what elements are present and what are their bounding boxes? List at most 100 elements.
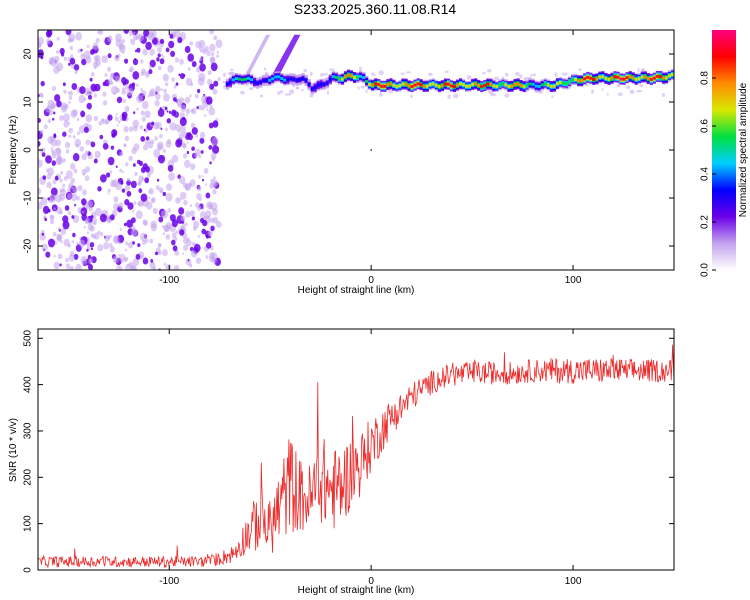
noise-speckle xyxy=(86,248,89,252)
noise-speckle xyxy=(107,114,113,121)
noise-speckle xyxy=(159,134,163,139)
ridge-cell xyxy=(243,77,248,81)
noise-speckle xyxy=(95,207,102,217)
noise-speckle xyxy=(67,211,72,216)
noise-speckle xyxy=(144,110,151,118)
noise-speckle xyxy=(107,66,111,72)
noise-speckle xyxy=(83,126,89,133)
noise-speckle xyxy=(172,245,178,252)
noise-speckle xyxy=(142,257,149,265)
noise-speckle xyxy=(106,172,111,178)
noise-speckle xyxy=(71,215,75,219)
noise-speckle xyxy=(144,127,149,133)
noise-speckle xyxy=(300,89,304,92)
noise-speckle xyxy=(43,124,48,130)
noise-speckle xyxy=(116,124,119,127)
noise-speckle xyxy=(136,107,139,111)
ridge-cell xyxy=(671,73,674,76)
noise-speckle xyxy=(210,179,213,182)
y-tick-label: 500 xyxy=(23,329,34,346)
ridge-cell xyxy=(474,82,478,86)
noise-speckle xyxy=(196,193,202,200)
noise-speckle xyxy=(138,188,143,194)
noise-speckle xyxy=(107,156,115,166)
noise-speckle xyxy=(38,187,42,195)
noise-speckle xyxy=(63,238,70,247)
noise-speckle xyxy=(165,234,171,240)
noise-speckle xyxy=(151,121,155,126)
noise-speckle xyxy=(212,182,217,189)
noise-speckle xyxy=(70,54,74,59)
ridge-cell xyxy=(298,78,302,82)
noise-speckle xyxy=(60,171,64,175)
noise-speckle xyxy=(264,71,268,76)
ridge-cell xyxy=(486,82,490,86)
noise-speckle xyxy=(212,189,217,195)
noise-speckle xyxy=(67,121,71,125)
ridge-cell xyxy=(359,74,363,78)
noise-speckle xyxy=(85,217,90,224)
noise-speckle xyxy=(119,151,124,157)
noise-speckle xyxy=(89,242,95,248)
noise-speckle xyxy=(133,32,136,35)
noise-speckle xyxy=(209,161,212,165)
noise-speckle xyxy=(58,158,61,163)
ridge-cell xyxy=(437,85,442,89)
noise-speckle xyxy=(210,217,215,223)
noise-speckle xyxy=(115,181,123,191)
noise-speckle xyxy=(180,191,187,200)
ridge-cell xyxy=(380,84,384,88)
noise-speckle xyxy=(146,136,150,141)
ridge-cell xyxy=(489,82,493,86)
noise-speckle xyxy=(91,72,95,77)
noise-speckle xyxy=(63,56,68,61)
noise-speckle xyxy=(183,244,189,251)
noise-speckle xyxy=(213,176,216,180)
noise-speckle xyxy=(92,61,99,68)
noise-speckle xyxy=(183,237,189,244)
noise-speckle xyxy=(183,199,188,206)
ridge-cell xyxy=(552,84,557,88)
noise-speckle xyxy=(84,175,90,182)
noise-speckle xyxy=(45,106,50,113)
noise-speckle xyxy=(171,239,176,246)
noise-speckle xyxy=(179,198,182,201)
noise-speckle xyxy=(123,126,129,133)
noise-speckle xyxy=(71,193,78,202)
noise-speckle xyxy=(199,211,207,219)
noise-speckle xyxy=(117,53,121,58)
ridge-cell xyxy=(337,77,342,81)
noise-speckle xyxy=(143,30,150,37)
noise-speckle xyxy=(48,238,55,248)
noise-speckle xyxy=(184,45,191,54)
noise-speckle xyxy=(217,77,221,82)
ridge-cell xyxy=(628,75,632,79)
ridge-cell xyxy=(462,83,466,87)
noise-speckle xyxy=(145,166,150,173)
noise-speckle xyxy=(191,241,196,247)
ridge-cell xyxy=(522,85,526,89)
noise-speckle xyxy=(124,135,130,142)
noise-speckle xyxy=(132,258,140,266)
noise-speckle xyxy=(75,32,83,41)
ridge-cell xyxy=(256,81,260,85)
noise-speckle xyxy=(139,125,143,130)
ridge-cell xyxy=(398,84,402,88)
noise-speckle xyxy=(154,100,160,107)
noise-speckle xyxy=(357,86,360,90)
noise-speckle xyxy=(171,77,176,83)
noise-speckle xyxy=(115,113,118,116)
noise-speckle xyxy=(115,87,120,93)
noise-speckle xyxy=(183,74,186,77)
noise-speckle xyxy=(55,147,62,154)
noise-speckle xyxy=(44,217,47,222)
ridge-cell xyxy=(340,77,345,81)
ridge-cell xyxy=(377,83,381,87)
noise-speckle xyxy=(69,265,74,270)
noise-speckle xyxy=(174,30,181,37)
ridge-cell xyxy=(289,77,293,81)
noise-speckle xyxy=(216,54,219,58)
noise-speckle xyxy=(140,193,148,202)
noise-speckle xyxy=(136,47,141,53)
noise-speckle xyxy=(204,114,207,117)
